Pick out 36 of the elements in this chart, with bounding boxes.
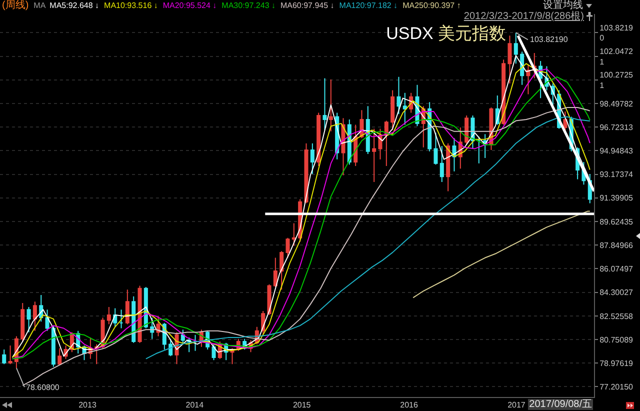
text: MA60:97.945 ↓ [280,1,334,10]
y-tick-label: 78.97619 [600,358,634,368]
text: 设置均线 [543,0,583,11]
x-tick-label: 2015 [292,400,312,410]
x-tick-label: 2016 [400,400,418,410]
y-tick-label: 102.0472 1 [600,46,634,66]
text: 2017/09/08/五 [528,399,593,410]
y-tick-label: 100.2725 1 [600,70,634,90]
legend-title: MA [34,1,46,10]
y-tick-label: 87.84966 [600,240,634,250]
y-tick-label: 91.39905 [600,194,634,203]
y-tick-label: 98.49782 [600,99,634,108]
text: (周线) [2,0,29,11]
y-tick-label: 80.75089 [600,335,634,344]
x-tick-label: 2017 [508,400,526,410]
x-tick-label: 2013 [78,400,97,410]
y-tick-label: 93.17374 [600,170,634,180]
y-tick-label: 89.62435 [600,217,634,226]
text: MA20:95.524 ↓ [162,1,217,10]
text: MA30:97.243 ↓ [222,1,276,10]
y-tick-label: 86.07497 [600,264,634,274]
x-tick-label: 2014 [186,400,204,410]
text: MA250:90.397 ↑ [402,1,461,10]
y-tick-label: 82.52558 [600,312,634,321]
annotation: 78.60800 [26,383,60,392]
text: MA10:93.516 ↓ [104,1,158,10]
y-tick-label: 103.82190 [600,23,634,43]
y-tick-label: 77.20150 [600,382,634,392]
y-tick-label: 96.72313 [600,122,634,132]
y-tick-label: 94.94843 [600,146,634,156]
annotation: 103.82190 [530,35,568,44]
y-tick-label: 84.30027 [600,288,634,298]
text: USDX 美元指数 [386,24,506,43]
text: MA5:92.648 ↓ [50,1,100,10]
text: MA120:97.182 ↓ [339,1,398,10]
chart-subtitle: 2012/3/23-2017/9/8(286根) [464,11,584,22]
